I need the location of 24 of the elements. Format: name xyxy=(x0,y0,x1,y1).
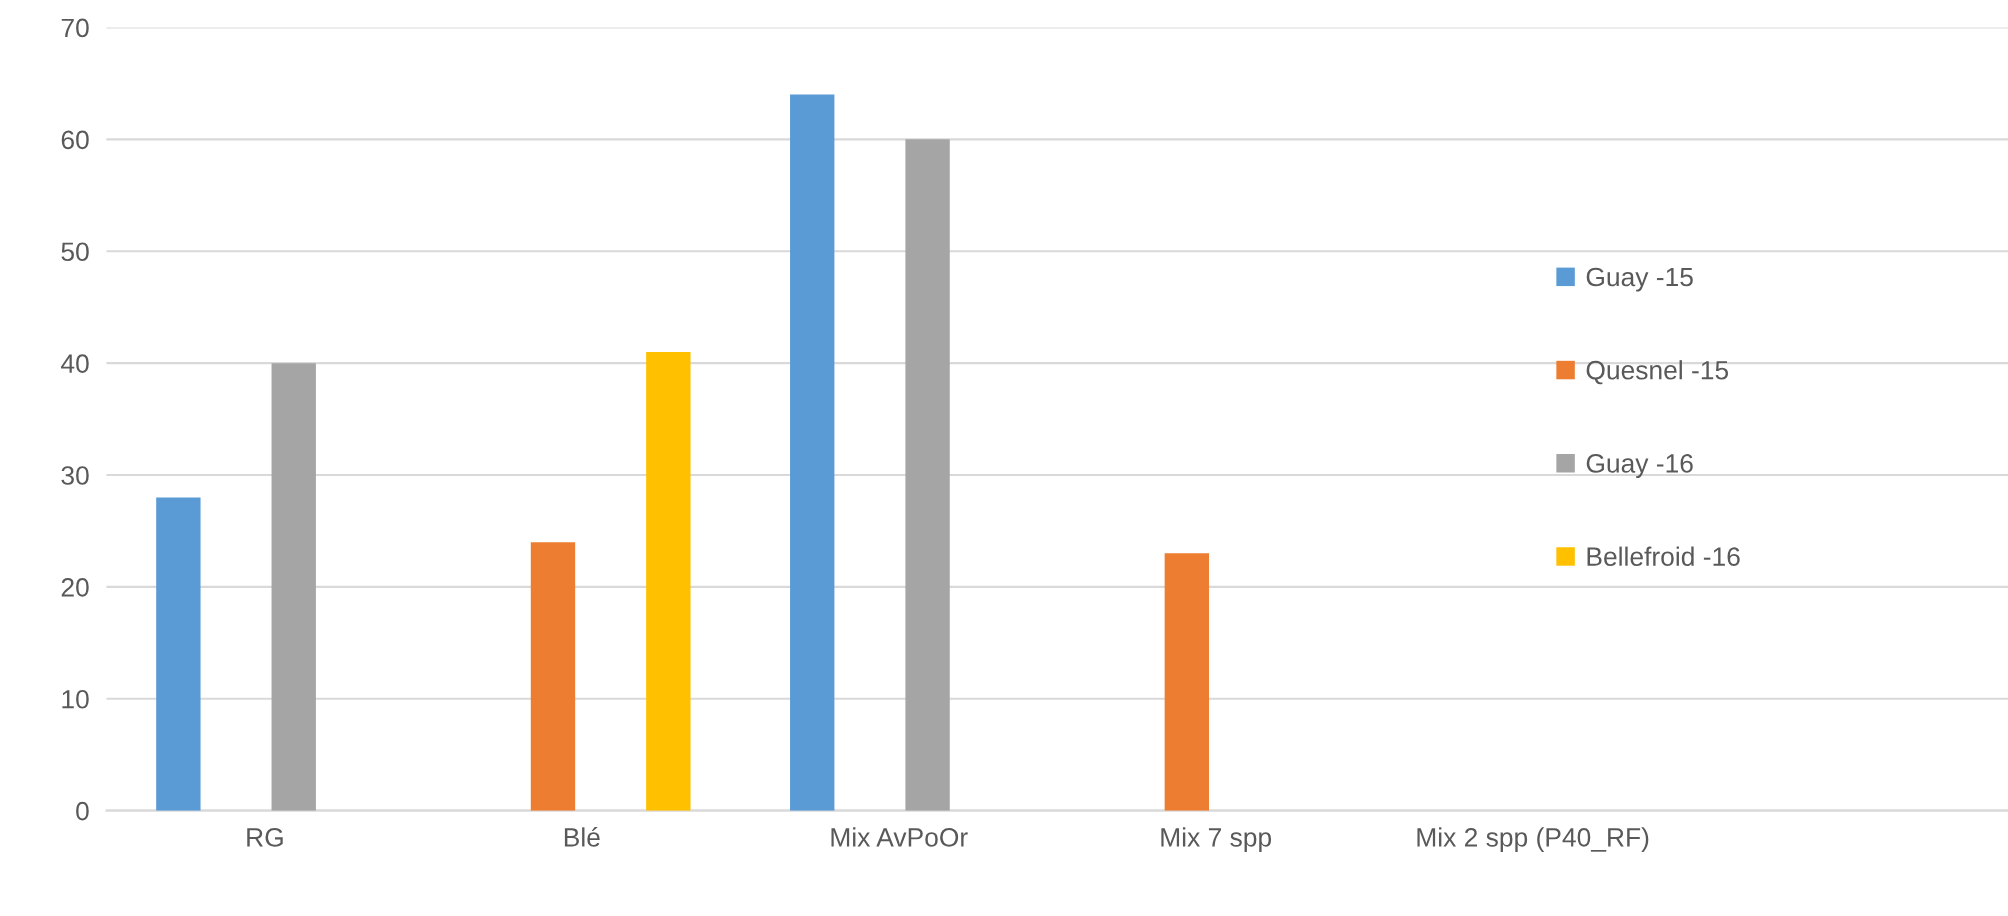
bar xyxy=(646,351,691,811)
legend-label: Guay -15 xyxy=(1586,267,1693,292)
bar xyxy=(1164,553,1210,811)
y-tick-label: 0 xyxy=(76,801,89,821)
bar xyxy=(905,139,950,811)
legend-label: Bellefroid -16 xyxy=(1587,546,1740,566)
y-tick-label: 40 xyxy=(61,354,89,373)
y-tick-label: 10 xyxy=(62,689,89,709)
x-tick-label: Mix 7 spp xyxy=(1161,827,1272,852)
y-tick-label: 70 xyxy=(61,18,89,38)
legend-label: Guay -16 xyxy=(1586,454,1693,478)
bar xyxy=(790,94,835,811)
x-tick-label: RG xyxy=(247,828,283,847)
bar xyxy=(156,497,201,811)
legend-label: Quesnel -15 xyxy=(1586,360,1729,385)
y-tick-label: 50 xyxy=(61,242,89,262)
bar xyxy=(271,363,316,811)
y-tick-label: 20 xyxy=(61,578,89,597)
y-tick-label: 30 xyxy=(61,466,89,485)
x-tick-label: Blé xyxy=(564,827,600,847)
bar xyxy=(530,542,576,811)
y-tick-label: 60 xyxy=(61,130,89,150)
x-tick-label: Mix 2 spp (P40_RF) xyxy=(1417,827,1649,852)
x-tick-label: Mix AvPoOr xyxy=(831,827,968,847)
